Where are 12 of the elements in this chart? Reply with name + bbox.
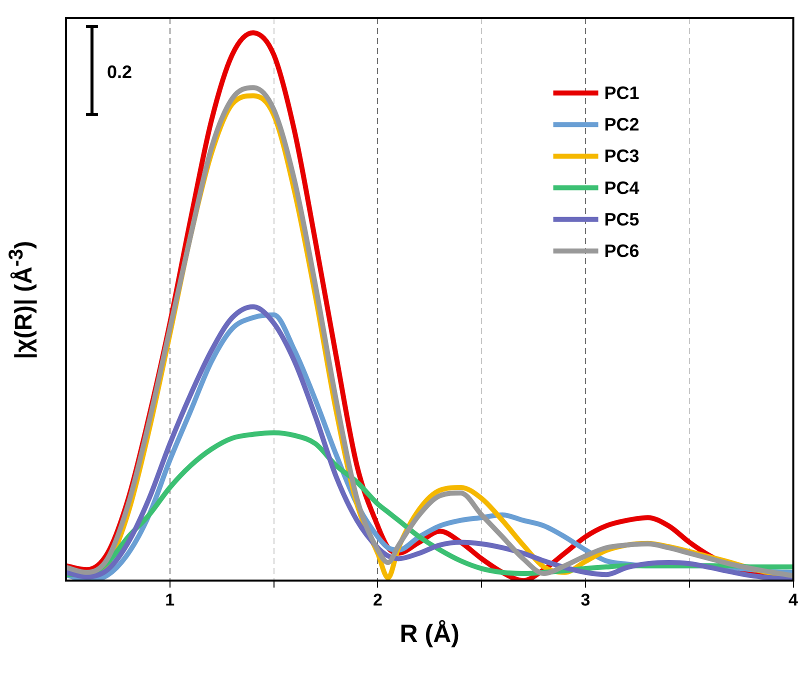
legend-label: PC1 <box>604 82 640 103</box>
legend-label: PC4 <box>604 178 640 198</box>
legend-label: PC2 <box>604 114 640 135</box>
legend-label: PC6 <box>604 240 640 261</box>
x-tick-label: 4 <box>788 590 799 610</box>
x-tick-label: 3 <box>580 590 590 610</box>
annotation: 0.2 <box>107 62 132 83</box>
legend-label: PC5 <box>604 209 640 230</box>
legend-label: PC3 <box>604 146 640 166</box>
x-tick-label: 1 <box>165 590 175 610</box>
x-axis-title: R (Å) <box>400 618 460 648</box>
x-tick-label: 2 <box>372 590 382 610</box>
